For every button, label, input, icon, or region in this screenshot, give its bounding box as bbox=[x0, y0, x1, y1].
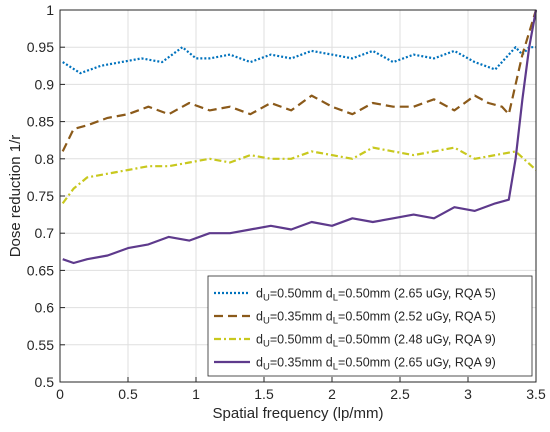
x-tick-label: 2.5 bbox=[390, 386, 410, 402]
y-tick-label: 0.55 bbox=[27, 337, 54, 353]
legend-text-part: d bbox=[256, 356, 263, 370]
legend: dU=0.50mm dL=0.50mm (2.65 uGy, RQA 5)dU=… bbox=[207, 275, 533, 377]
y-tick-label: 0.6 bbox=[35, 300, 55, 316]
legend-label-4: dU=0.35mm dL=0.50mm (2.65 uGy, RQA 9) bbox=[256, 356, 496, 373]
legend-text-part: d bbox=[256, 310, 263, 324]
x-tick-label: 3 bbox=[464, 386, 472, 402]
y-tick-label: 0.85 bbox=[27, 114, 54, 130]
x-tick-label: 1.5 bbox=[254, 386, 274, 402]
x-tick-label: 1 bbox=[192, 386, 200, 402]
y-tick-label: 0.5 bbox=[35, 374, 55, 390]
series-line-1 bbox=[62, 46, 536, 75]
y-tick-label: 0.75 bbox=[27, 188, 54, 204]
legend-label-1: dU=0.50mm dL=0.50mm (2.65 uGy, RQA 5) bbox=[256, 287, 496, 304]
series-layer bbox=[61, 9, 538, 265]
x-tick-label: 0 bbox=[56, 386, 64, 402]
legend-subscript: L bbox=[333, 293, 338, 304]
legend-text-part: =0.50mm (2.52 uGy, RQA 5) bbox=[338, 310, 496, 324]
legend-text-part: =0.35mm d bbox=[270, 310, 333, 324]
y-tick-label: 0.65 bbox=[27, 262, 54, 278]
legend-subscript: U bbox=[263, 293, 270, 304]
y-tick-label: 0.95 bbox=[27, 39, 54, 55]
legend-label-2: dU=0.35mm dL=0.50mm (2.52 uGy, RQA 5) bbox=[256, 310, 496, 327]
y-tick-label: 0.8 bbox=[35, 151, 55, 167]
legend-subscript: U bbox=[263, 316, 270, 327]
legend-text-part: =0.50mm d bbox=[270, 287, 333, 301]
legend-subscript: L bbox=[333, 316, 338, 327]
x-tick-label: 3.5 bbox=[526, 386, 546, 402]
y-tick-label: 1 bbox=[46, 2, 54, 18]
legend-text-part: =0.50mm (2.65 uGy, RQA 9) bbox=[338, 356, 496, 370]
x-tick-label: 0.5 bbox=[118, 386, 138, 402]
x-tick-label: 2 bbox=[328, 386, 336, 402]
legend-text-part: =0.35mm d bbox=[270, 356, 333, 370]
legend-text-part: d bbox=[256, 287, 263, 301]
series-line-2 bbox=[61, 9, 538, 152]
axis-ticks: 0 0.5 1 1.5 2 2.5 3 3.50.50.550.60.650.70.750.8… bbox=[27, 2, 546, 402]
legend-subscript: U bbox=[263, 339, 270, 350]
series-line-4 bbox=[62, 9, 538, 265]
legend-subscript: L bbox=[333, 362, 338, 373]
legend-text-part: =0.50mm (2.65 uGy, RQA 5) bbox=[338, 287, 496, 301]
series-line-3 bbox=[61, 146, 537, 205]
legend-subscript: U bbox=[263, 362, 270, 373]
legend-label-3: dU=0.50mm dL=0.50mm (2.48 uGy, RQA 9) bbox=[256, 333, 496, 350]
legend-box bbox=[207, 275, 533, 377]
legend-text-part: =0.50mm d bbox=[270, 333, 333, 347]
y-tick-label: 0.7 bbox=[35, 225, 55, 241]
legend-text-part: d bbox=[256, 333, 263, 347]
legend-text-part: =0.50mm (2.48 uGy, RQA 9) bbox=[338, 333, 496, 347]
x-axis-label: Spatial frequency (lp/mm) bbox=[213, 405, 384, 422]
y-tick-label: 0.9 bbox=[35, 76, 55, 92]
y-axis-label: Dose reduction 1/r bbox=[7, 135, 24, 258]
legend-subscript: L bbox=[333, 339, 338, 350]
